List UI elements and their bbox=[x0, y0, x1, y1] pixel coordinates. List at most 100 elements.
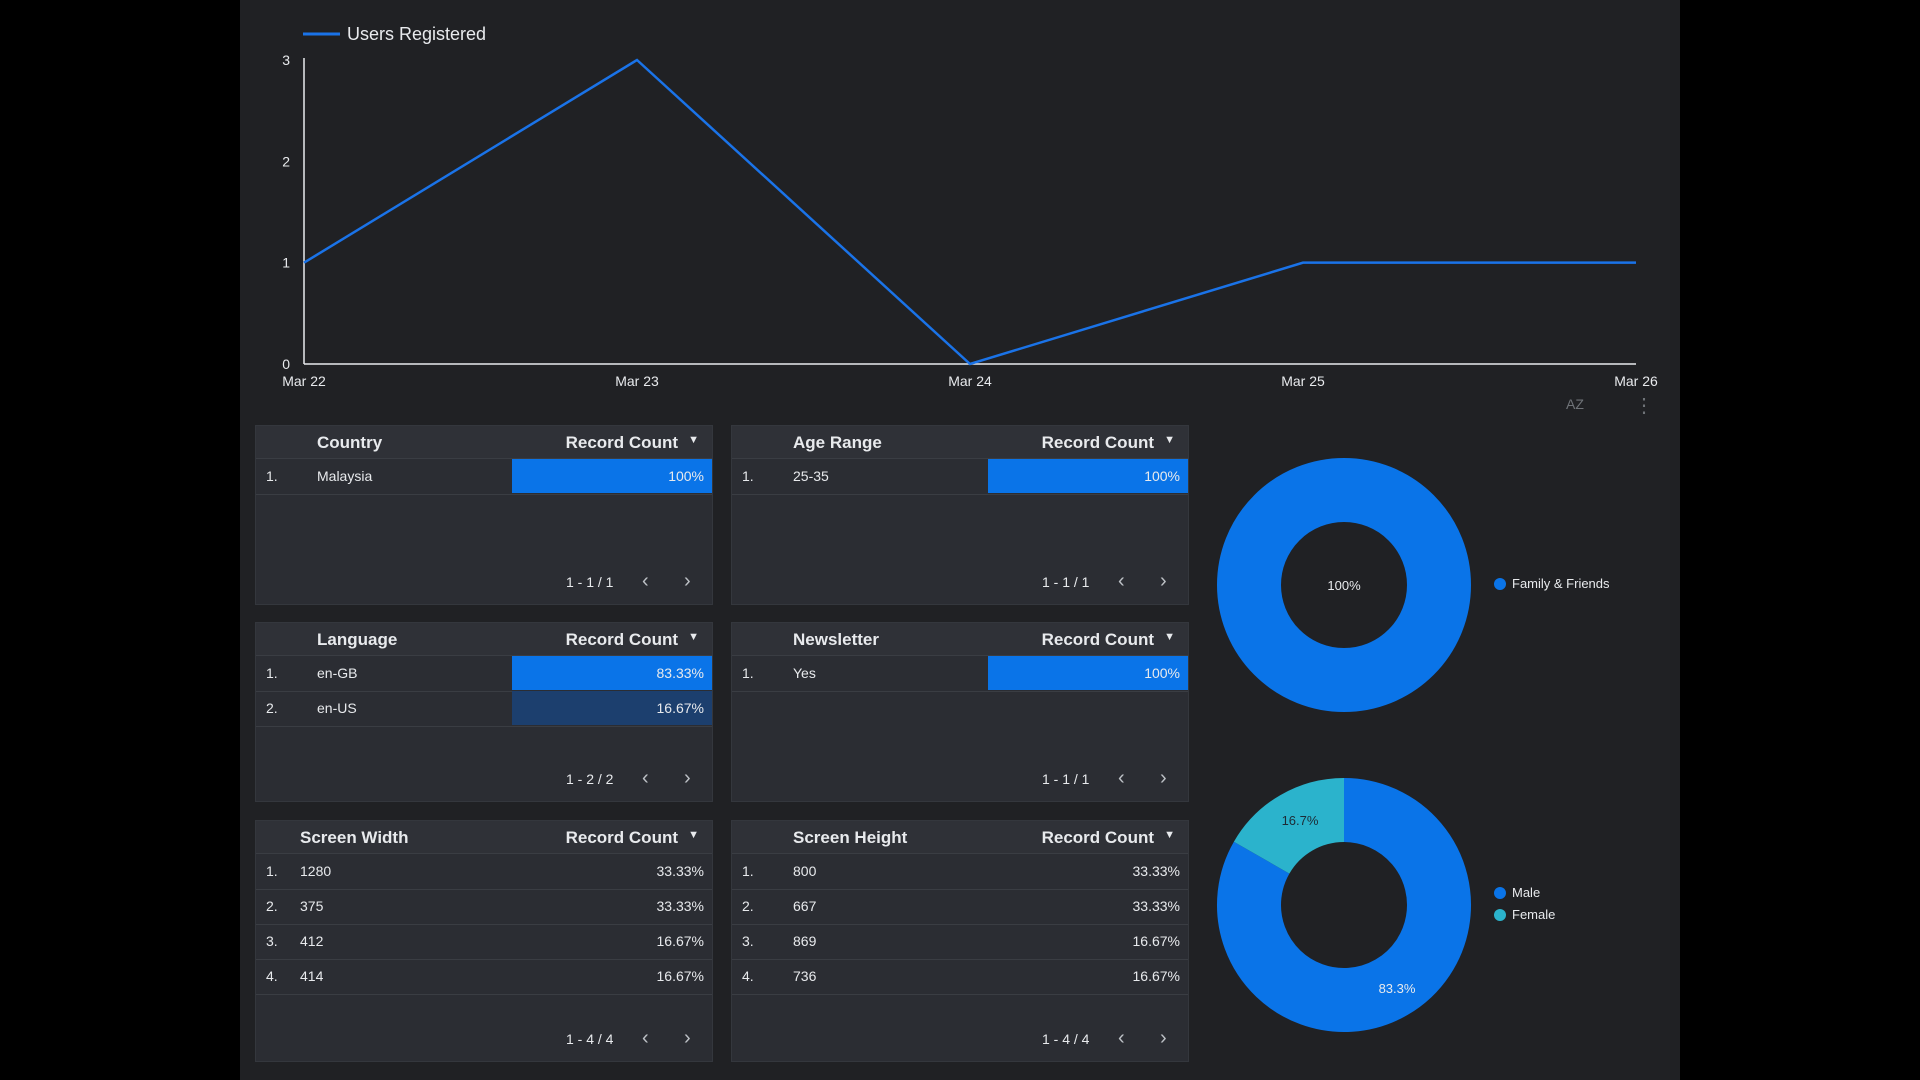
value-bar bbox=[988, 459, 1188, 493]
row-label: Malaysia bbox=[317, 468, 373, 484]
prev-page-icon[interactable]: ‹ bbox=[1118, 1027, 1125, 1049]
next-page-icon[interactable]: › bbox=[684, 570, 691, 592]
legend-item-male[interactable]: Male bbox=[1494, 882, 1555, 904]
row-label: 869 bbox=[793, 933, 817, 949]
value-bar bbox=[988, 656, 1188, 690]
table-row: 2. 375 33.33% bbox=[256, 889, 712, 925]
dimension-header: Screen Height bbox=[793, 828, 908, 847]
sort-caret-icon[interactable]: ▼ bbox=[688, 434, 699, 446]
y-tick-label: 3 bbox=[282, 52, 290, 68]
row-index: 3. bbox=[742, 933, 754, 949]
data-point[interactable] bbox=[1633, 260, 1639, 266]
pagination: 1 - 1 / 1 ‹ › bbox=[732, 761, 1188, 801]
sort-caret-icon[interactable]: ▼ bbox=[1164, 434, 1175, 446]
pagination: 1 - 4 / 4 ‹ › bbox=[732, 1021, 1188, 1061]
x-tick-label: Mar 22 bbox=[282, 373, 326, 389]
sort-caret-icon[interactable]: ▼ bbox=[688, 829, 699, 841]
sort-caret-icon[interactable]: ▼ bbox=[1164, 631, 1175, 643]
row-index: 1. bbox=[266, 863, 278, 879]
prev-page-icon[interactable]: ‹ bbox=[1118, 570, 1125, 592]
y-tick-label: 2 bbox=[282, 153, 290, 169]
legend-item-family-friends[interactable]: Family & Friends bbox=[1494, 573, 1610, 595]
pagination: 1 - 1 / 1 ‹ › bbox=[256, 564, 712, 604]
table-row: 1. 25-35 100% bbox=[732, 459, 1188, 495]
x-tick-label: Mar 26 bbox=[1614, 373, 1658, 389]
prev-page-icon[interactable]: ‹ bbox=[642, 1027, 649, 1049]
next-page-icon[interactable]: › bbox=[684, 1027, 691, 1049]
x-tick-label: Mar 23 bbox=[615, 373, 659, 389]
row-label: en-US bbox=[317, 700, 357, 716]
row-index: 2. bbox=[742, 898, 754, 914]
sort-caret-icon[interactable]: ▼ bbox=[1164, 829, 1175, 841]
row-value: 33.33% bbox=[1132, 863, 1180, 879]
next-page-icon[interactable]: › bbox=[684, 767, 691, 789]
row-value: 100% bbox=[1144, 665, 1180, 681]
prev-page-icon[interactable]: ‹ bbox=[642, 570, 649, 592]
row-value: 16.67% bbox=[656, 968, 704, 984]
next-page-icon[interactable]: › bbox=[1160, 767, 1167, 789]
slice-family-friends[interactable] bbox=[1217, 458, 1471, 712]
dimension-header: Newsletter bbox=[793, 630, 879, 649]
data-point[interactable] bbox=[1300, 260, 1306, 266]
metric-header-sort[interactable]: Record Count bbox=[565, 828, 678, 847]
slice-male[interactable] bbox=[1217, 778, 1471, 1032]
x-tick-label: Mar 24 bbox=[948, 373, 992, 389]
legend-dot bbox=[1494, 887, 1506, 899]
legend-label[interactable]: Users Registered bbox=[347, 24, 486, 44]
table-row: 2. 667 33.33% bbox=[732, 889, 1188, 925]
y-tick-label: 1 bbox=[282, 255, 290, 271]
prev-page-icon[interactable]: ‹ bbox=[642, 767, 649, 789]
next-page-icon[interactable]: › bbox=[1160, 1027, 1167, 1049]
value-bar bbox=[512, 656, 712, 690]
row-label: 667 bbox=[793, 898, 817, 914]
table-header: Age Range Record Count ▼ bbox=[732, 426, 1188, 459]
metric-header-sort[interactable]: Record Count bbox=[1041, 433, 1154, 452]
row-value: 16.67% bbox=[656, 700, 704, 716]
metric-header-sort[interactable]: Record Count bbox=[565, 433, 678, 452]
data-point[interactable] bbox=[634, 57, 640, 63]
y-tick-label: 0 bbox=[282, 356, 290, 372]
table-row: 1. Malaysia 100% bbox=[256, 459, 712, 495]
pagination: 1 - 4 / 4 ‹ › bbox=[256, 1021, 712, 1061]
row-index: 3. bbox=[266, 933, 278, 949]
row-value: 33.33% bbox=[656, 898, 704, 914]
newsletter-table: Newsletter Record Count ▼ 1. Yes 100% 1 - 1 / … bbox=[731, 622, 1189, 802]
sort-caret-icon[interactable]: ▼ bbox=[688, 631, 699, 643]
source-donut-chart: 100% bbox=[1217, 458, 1471, 712]
next-page-icon[interactable]: › bbox=[1160, 570, 1167, 592]
metric-header-sort[interactable]: Record Count bbox=[565, 630, 678, 649]
table-header: Screen Height Record Count ▼ bbox=[732, 821, 1188, 854]
page-range: 1 - 1 / 1 bbox=[1042, 574, 1090, 590]
table-row: 4. 414 16.67% bbox=[256, 959, 712, 995]
metric-header-sort[interactable]: Record Count bbox=[1041, 828, 1154, 847]
row-index: 1. bbox=[266, 468, 278, 484]
table-header: Language Record Count ▼ bbox=[256, 623, 712, 656]
row-index: 2. bbox=[266, 898, 278, 914]
more-vert-icon[interactable]: ⋮ bbox=[1634, 395, 1654, 417]
data-point[interactable] bbox=[967, 361, 973, 367]
metric-header-sort[interactable]: Record Count bbox=[1041, 630, 1154, 649]
screen-width-table: Screen Width Record Count ▼ 1. 1280 33.33% 2. 3… bbox=[255, 820, 713, 1062]
row-index: 1. bbox=[742, 863, 754, 879]
slice-female[interactable] bbox=[1233, 778, 1346, 875]
row-value: 33.33% bbox=[656, 863, 704, 879]
data-point[interactable] bbox=[301, 260, 307, 266]
row-index: 1. bbox=[742, 665, 754, 681]
series-line[interactable] bbox=[303, 58, 1636, 366]
language-table: Language Record Count ▼ 1. en-GB 83.33% 2. en-U… bbox=[255, 622, 713, 802]
table-row: 4. 736 16.67% bbox=[732, 959, 1188, 995]
prev-page-icon[interactable]: ‹ bbox=[1118, 767, 1125, 789]
row-label: 25-35 bbox=[793, 468, 829, 484]
row-value: 33.33% bbox=[1132, 898, 1180, 914]
dimension-header: Screen Width bbox=[300, 828, 409, 847]
page-range: 1 - 1 / 1 bbox=[566, 574, 614, 590]
table-row: 3. 412 16.67% bbox=[256, 924, 712, 960]
row-index: 4. bbox=[742, 968, 754, 984]
slice-label-male: 83.3% bbox=[1379, 981, 1416, 996]
country-table: Country Record Count ▼ 1. Malaysia 100% 1 - 1 … bbox=[255, 425, 713, 605]
pagination: 1 - 2 / 2 ‹ › bbox=[256, 761, 712, 801]
legend-item-female[interactable]: Female bbox=[1494, 904, 1555, 926]
sort-az-icon[interactable]: AZ bbox=[1566, 396, 1584, 412]
value-bar bbox=[512, 459, 712, 493]
row-label: 414 bbox=[300, 968, 324, 984]
